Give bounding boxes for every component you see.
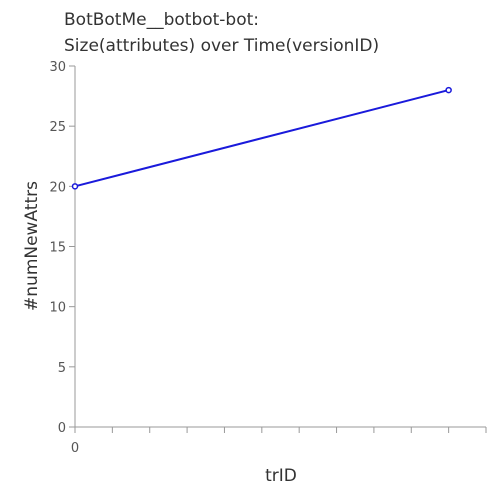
data-point	[71, 183, 79, 190]
y-tick-label: 20	[49, 180, 66, 195]
y-tick-label: 30	[49, 60, 66, 75]
y-tick-label: 0	[58, 421, 66, 436]
y-axis-label: #numNewAttrs	[22, 181, 42, 311]
y-tick-label: 15	[49, 241, 66, 256]
x-axis-label: trID	[265, 466, 297, 486]
data-point	[445, 86, 452, 94]
x-tick-label: 0	[71, 441, 79, 456]
axes: 0 5 10 15 20 25 30 0	[49, 60, 487, 456]
chart-title-line-1: BotBotMe__botbot-bot:	[64, 10, 259, 30]
series-line	[74, 89, 449, 188]
y-tick-label: 25	[49, 120, 66, 135]
y-tick-label: 5	[58, 361, 66, 376]
y-tick-label: 10	[49, 301, 66, 316]
plot-area	[71, 86, 452, 190]
chart-title-line-2: Size(attributes) over Time(versionID)	[64, 36, 379, 56]
